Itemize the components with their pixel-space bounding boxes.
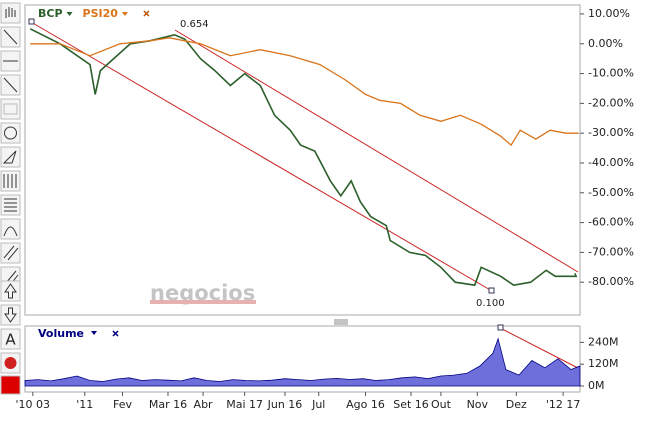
series-line <box>30 37 579 147</box>
legend-entry[interactable]: PSI20 <box>83 7 119 20</box>
icon <box>4 198 17 212</box>
splitter[interactable] <box>334 319 348 325</box>
handle[interactable] <box>488 287 495 294</box>
y-tick-label: 120M <box>588 357 619 370</box>
tool-text-label: A <box>5 331 16 349</box>
max-annotation: 0.654 <box>180 19 209 30</box>
close-icon[interactable] <box>143 10 150 17</box>
icon <box>4 126 17 140</box>
icon <box>3 174 17 188</box>
tool-arc[interactable] <box>0 218 21 240</box>
icon <box>4 283 17 299</box>
dropdown-icon <box>121 12 128 16</box>
y-tick-label: -30.00% <box>588 126 634 139</box>
watermark-bar <box>150 300 256 304</box>
x-tick-label: '12 17 <box>546 398 581 411</box>
trend-line[interactable] <box>30 21 493 292</box>
tool-circle[interactable] <box>0 122 21 144</box>
legend-entry[interactable]: BCP <box>38 7 63 20</box>
y-tick-label: -80.00% <box>588 275 634 288</box>
dropdown-icon[interactable] <box>91 331 97 335</box>
price-panel <box>24 4 581 316</box>
icon <box>3 77 18 93</box>
min-annotation: 0.100 <box>476 298 505 309</box>
x-tick-label: Nov <box>467 398 489 411</box>
tool-channel[interactable] <box>0 242 21 264</box>
tool-fib-h[interactable] <box>0 194 21 216</box>
x-tick-label: Abr <box>194 398 214 411</box>
volume-area <box>24 337 581 387</box>
tool-color[interactable] <box>0 375 21 395</box>
toolbar: A <box>0 2 21 395</box>
x-tick-label: Jun 16 <box>267 398 303 411</box>
tool-text[interactable] <box>0 328 21 350</box>
y-tick-label: 240M <box>588 335 619 348</box>
x-tick-label: Set 16 <box>393 398 429 411</box>
icon <box>3 245 19 261</box>
icon <box>5 7 16 18</box>
tool-up[interactable] <box>0 280 21 302</box>
y-tick-label: 0M <box>588 379 605 392</box>
icon <box>3 226 18 237</box>
x-tick-label: Jul <box>311 398 325 411</box>
tool-fib[interactable] <box>0 170 21 192</box>
handle[interactable] <box>28 18 35 25</box>
y-tick-label: -50.00% <box>588 186 634 199</box>
y-tick-label: -60.00% <box>588 216 634 229</box>
legend: BCP PSI20 <box>38 7 150 20</box>
x-tick-label: Mar 16 <box>149 398 187 411</box>
y-tick-label: 10.00% <box>588 7 630 20</box>
trend-line[interactable] <box>174 29 579 273</box>
tool-down[interactable] <box>0 304 21 326</box>
icon <box>3 29 18 45</box>
icon <box>3 103 18 115</box>
y-tick-label: -10.00% <box>588 67 634 80</box>
trend-line[interactable] <box>499 327 579 369</box>
icon <box>4 357 17 369</box>
y-tick-label: 0.00% <box>588 37 623 50</box>
x-tick-label: Mai 17 <box>226 398 263 411</box>
icon <box>4 307 17 323</box>
y-tick-label: -40.00% <box>588 156 634 169</box>
icon <box>2 150 17 164</box>
tool-hand[interactable] <box>0 2 21 24</box>
x-tick-label: Out <box>431 398 452 411</box>
volume-panel <box>24 325 581 393</box>
handle[interactable] <box>497 324 504 331</box>
x-tick-label: Fev <box>113 398 132 411</box>
volume-legend[interactable]: Volume <box>38 327 84 340</box>
close-icon[interactable] <box>112 330 119 337</box>
y-tick-label: -70.00% <box>588 245 634 258</box>
x-tick-label: Dez <box>506 398 527 411</box>
x-tick-label: '10 03 <box>16 398 51 411</box>
y-tick-label: -20.00% <box>588 96 634 109</box>
x-tick-label: Ago 16 <box>346 398 385 411</box>
x-tick-label: '11 <box>76 398 93 411</box>
dropdown-icon <box>66 12 73 16</box>
